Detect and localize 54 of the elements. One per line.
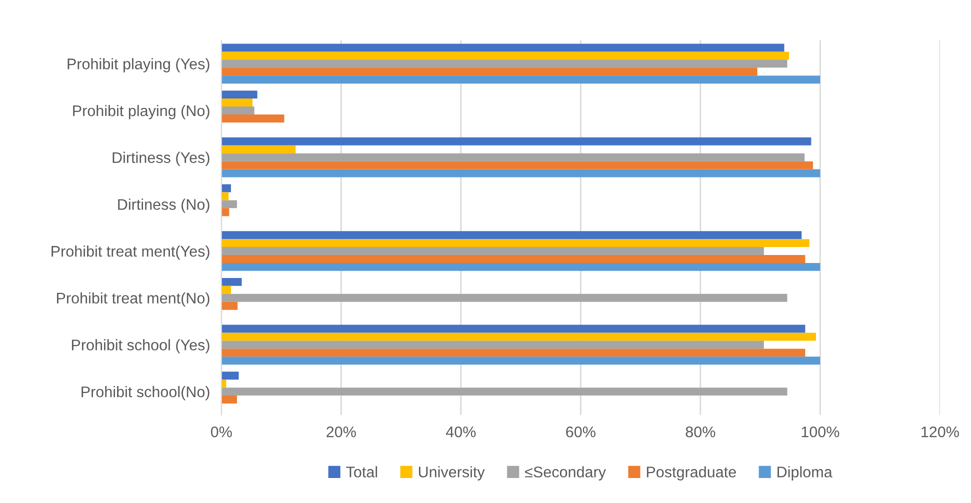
bar [221,372,239,380]
bar [221,90,258,99]
bar [221,239,810,248]
bar [221,114,284,122]
bar [221,231,802,240]
bar [221,262,820,271]
bar [221,137,812,146]
bar [221,286,231,294]
y-tick-label: Prohibit school(No) [82,386,210,400]
x-tick-label: 20% [326,426,356,438]
bar [221,340,764,349]
bar [221,60,788,68]
y-tick-label: Prohibit treat ment(No) [57,292,210,307]
legend-label: Diploma [778,466,832,480]
bar [221,356,820,365]
y-tick-label: Dirtiness (No) [118,198,210,213]
y-tick-label: Prohibit treat ment(Yes) [52,245,210,260]
bar [221,68,758,76]
bar [221,161,813,170]
bar [221,388,788,396]
y-tick-label: Prohibit school (Yes) [72,339,210,354]
bar [221,247,764,256]
bar [221,348,806,357]
y-tick-label: Prohibit playing (Yes) [68,58,210,72]
bar [221,396,237,404]
x-tick-label: 80% [686,426,716,438]
legend-label: University [418,466,485,480]
legend-label: ≤Secondary [525,466,606,480]
bar [221,278,242,286]
x-tick-label: 60% [566,426,596,438]
bar [221,294,788,302]
bar [221,145,296,154]
bar [221,192,229,200]
bar [221,76,820,84]
x-tick-label: 0% [210,426,232,438]
bar [221,44,784,52]
y-tick-label: Dirtiness (Yes) [112,152,210,166]
bar [221,200,237,208]
bar [221,332,816,341]
bar [221,208,230,216]
bar [221,324,806,333]
y-tick-label: Prohibit playing (No) [73,104,210,120]
bar [221,302,238,310]
bar [221,98,253,107]
x-tick-label: 100% [802,426,840,438]
bar [221,153,805,162]
x-tick-label: 120% [922,426,959,438]
x-tick-label: 40% [446,426,476,438]
bar [221,52,790,60]
legend-label: Total [346,466,378,478]
bar [221,169,820,178]
bar [221,255,806,263]
bar [221,106,254,114]
legend-label: Postgraduate [646,466,736,480]
